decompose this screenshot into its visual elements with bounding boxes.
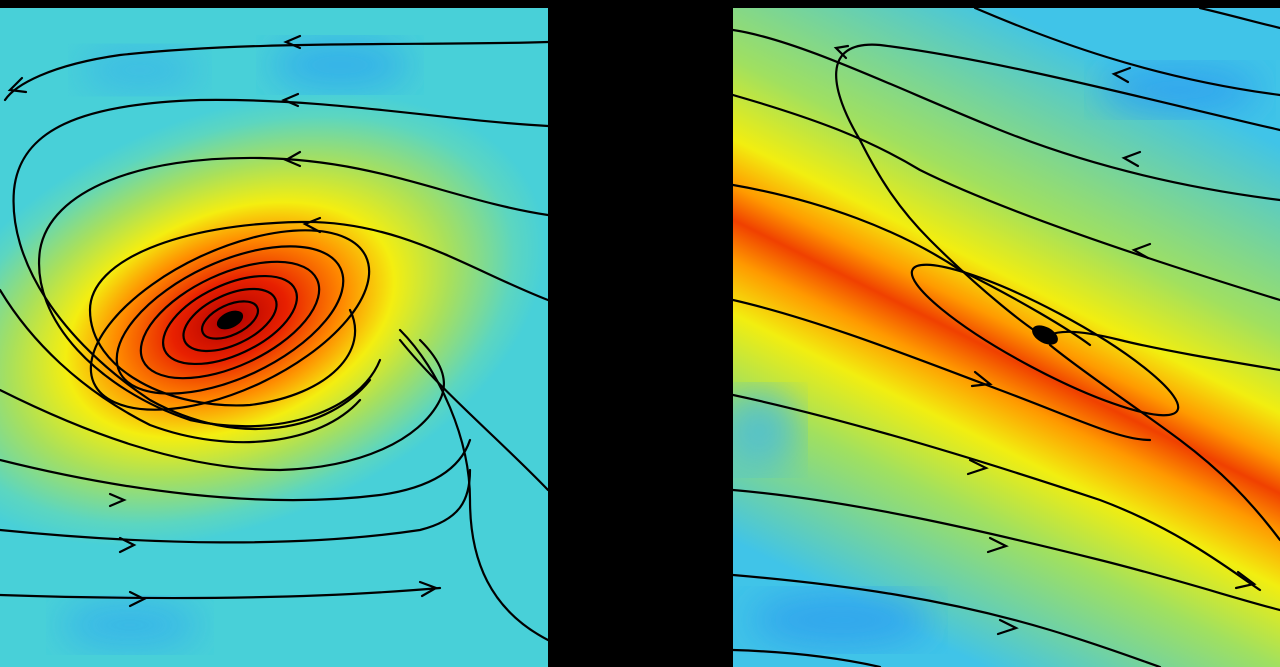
arrow — [283, 150, 302, 168]
arrow — [966, 458, 989, 476]
streamline — [139, 260, 321, 380]
streamline — [115, 245, 345, 395]
streamline — [89, 229, 371, 411]
arrow — [1111, 66, 1132, 84]
streamline — [0, 288, 362, 444]
streamline — [161, 274, 299, 366]
left-panel — [0, 8, 548, 667]
arrow — [302, 216, 322, 234]
low-region — [60, 600, 200, 650]
streamline — [1198, 8, 1280, 30]
streamline — [733, 28, 1280, 202]
streamline — [88, 220, 548, 407]
streamline — [1048, 343, 1280, 542]
streamline — [182, 287, 278, 353]
streamline — [733, 393, 1262, 592]
low-region — [1100, 65, 1260, 115]
arrow — [996, 618, 1019, 636]
low-region — [750, 592, 930, 648]
arrow — [108, 492, 127, 508]
vortex-core — [89, 229, 371, 411]
right-panel — [733, 8, 1280, 667]
streamline — [0, 338, 445, 472]
streamlines — [733, 8, 1280, 667]
streamline — [733, 648, 882, 667]
arrow — [281, 92, 300, 108]
arrow — [418, 580, 439, 598]
field-background — [0, 8, 548, 667]
streamline — [12, 98, 548, 431]
streamline — [0, 438, 472, 502]
arrow — [970, 370, 993, 388]
low-region — [270, 40, 410, 90]
arrow — [283, 34, 302, 50]
streamline — [3, 40, 548, 102]
arrow — [1131, 242, 1152, 260]
streamline — [1048, 330, 1280, 372]
arrow — [986, 536, 1009, 554]
streamline — [398, 328, 548, 642]
streamline — [37, 156, 548, 428]
low-region — [733, 390, 800, 470]
streamline — [733, 183, 1092, 347]
streamline — [733, 93, 1280, 302]
arrow — [7, 76, 28, 94]
arrow — [1234, 570, 1257, 590]
streamline — [0, 468, 472, 544]
arrow — [833, 44, 850, 60]
stagnation-point — [1032, 325, 1058, 345]
arrow — [1121, 150, 1142, 168]
streamline — [973, 8, 1280, 97]
streamline — [0, 586, 442, 600]
streamline — [398, 338, 548, 492]
streamline — [733, 573, 1162, 667]
vortex-center — [216, 310, 244, 330]
streamline — [733, 488, 1280, 612]
streamline — [200, 300, 260, 340]
arrow — [128, 590, 147, 608]
streamline — [910, 263, 1180, 417]
streamlines — [0, 34, 548, 642]
low-region — [80, 48, 200, 92]
field-background — [733, 8, 1280, 667]
arrow — [118, 536, 137, 554]
